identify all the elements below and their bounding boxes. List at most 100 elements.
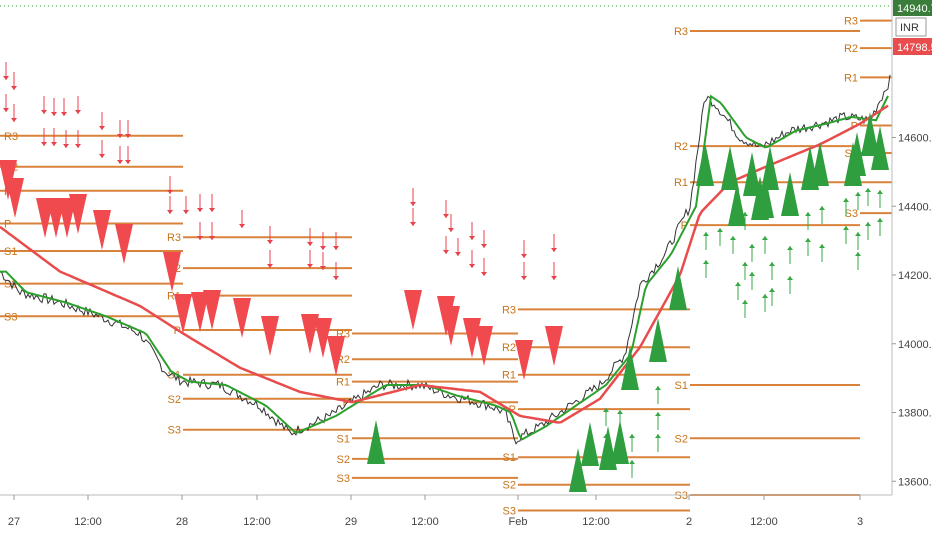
buy-arrow-head [703, 232, 709, 236]
buy-arrow-head [735, 282, 741, 286]
buy-arrow-head [762, 236, 768, 240]
pivot-label-r3: R3 [674, 26, 688, 38]
pivot-label-r1: R1 [844, 72, 858, 84]
pivot-label-s2: S2 [337, 454, 350, 466]
sell-arrow-head [307, 242, 313, 246]
buy-arrow-head [749, 244, 755, 248]
buy-arrow-head [865, 188, 871, 192]
sell-arrow-head [551, 276, 557, 280]
buy-arrow-head [629, 460, 635, 464]
sell-arrow-head [75, 144, 81, 148]
price-badges: 14940.75 INR 14798.50 [893, 0, 932, 55]
pivot-label-s3: S3 [337, 473, 350, 485]
pivot-label-s1: S1 [675, 380, 688, 392]
pivot-label-r3: R3 [4, 131, 18, 143]
buy-arrow-head [855, 192, 861, 196]
sell-triangle [115, 224, 133, 264]
top-price-badge [893, 0, 932, 16]
sell-arrow-head [63, 144, 69, 148]
price-series [0, 74, 891, 445]
sell-arrow-head [410, 222, 416, 226]
sell-arrow-head [61, 112, 67, 116]
last-price-badge [893, 38, 932, 55]
buy-arrow-head [769, 288, 775, 292]
x-tick-label: 12:00 [582, 516, 610, 528]
pivot-label-r2: R2 [844, 43, 858, 55]
sell-arrow-head [117, 134, 123, 138]
pivot-label-r2: R2 [674, 141, 688, 153]
sell-arrow-head [320, 266, 326, 270]
sell-arrow-head [41, 142, 47, 146]
sell-arrow-head [333, 246, 339, 250]
y-tick-label: 13600.00 [898, 476, 932, 488]
sell-arrow-head [443, 250, 449, 254]
pivot-label-r3: R3 [502, 304, 516, 316]
buy-triangle [861, 112, 879, 156]
sell-triangle [545, 326, 563, 366]
buy-arrow-head [717, 228, 723, 232]
buy-arrow-head [603, 408, 609, 412]
buy-triangle [367, 420, 385, 464]
pivot-label-s2: S2 [503, 480, 516, 492]
sell-arrow-head [197, 236, 203, 240]
sell-arrow-head [209, 236, 215, 240]
sell-arrow-head [307, 264, 313, 268]
sell-arrow-head [267, 240, 273, 244]
buy-triangle [743, 152, 761, 196]
x-tick-label: 12:00 [243, 516, 271, 528]
pivot-label-r1: R1 [336, 377, 350, 389]
buy-arrow-head [655, 434, 661, 438]
moving-averages [0, 94, 889, 441]
sell-arrow-head [410, 202, 416, 206]
buy-arrow-head [742, 262, 748, 266]
buy-arrow-head [749, 272, 755, 276]
sell-arrow-head [267, 264, 273, 268]
x-axis-ticks: 27 12:00 28 12:00 29 12:00 Feb 12:00 2 12:00 3 [8, 495, 863, 528]
sell-arrow-head [481, 244, 487, 248]
buy-arrow-head [877, 218, 883, 222]
buy-triangle [621, 346, 639, 390]
pivot-label-s3: S3 [4, 311, 17, 323]
pivot-label-s1: S1 [4, 246, 17, 258]
sell-arrow-head [99, 154, 105, 158]
pivot-label-r3: R3 [167, 232, 181, 244]
x-tick-label: Feb [509, 516, 528, 528]
buy-arrow-head [819, 244, 825, 248]
buy-arrow-head [703, 260, 709, 264]
sell-arrow-head [167, 210, 173, 214]
buy-arrow-head [769, 262, 775, 266]
sell-triangle [261, 316, 279, 356]
buy-arrow-head [787, 246, 793, 250]
last-price-text: 14798.50 [897, 42, 932, 54]
sell-arrow-head [75, 110, 81, 114]
buy-triangle [611, 420, 629, 464]
sell-arrow-head [11, 118, 17, 122]
buy-arrow-head [655, 412, 661, 416]
pivot-label-s3: S3 [503, 505, 516, 517]
pivot-label-s2: S2 [675, 433, 688, 445]
buy-arrow-head [805, 212, 811, 216]
signal-triangles [0, 112, 889, 492]
y-tick-label: 13800.00 [898, 408, 932, 420]
ema-slow-line [0, 104, 889, 424]
buy-triangle [669, 266, 687, 310]
buy-triangle [728, 182, 746, 226]
sell-arrow-head [521, 276, 527, 280]
x-tick-label: 29 [345, 516, 357, 528]
x-tick-label: 3 [857, 516, 863, 528]
y-tick-label: 14400.00 [898, 201, 932, 213]
sell-triangle [163, 252, 181, 292]
sell-triangle [191, 292, 209, 332]
pivot-label-r2: R2 [502, 342, 516, 354]
sell-arrow-head [443, 214, 449, 218]
pivot-levels: R3R2R1PS1S2S3R3R2R1PS1S2S3R3R2R1PS1S2S3R… [0, 16, 892, 517]
buy-arrow-head [843, 226, 849, 230]
sell-arrow-head [3, 76, 9, 80]
sell-arrow-head [481, 272, 487, 276]
sell-triangle [233, 298, 251, 338]
buy-arrow-head [629, 434, 635, 438]
buy-triangle [721, 146, 739, 190]
buy-arrow-head [742, 300, 748, 304]
currency-text: INR [900, 22, 919, 34]
